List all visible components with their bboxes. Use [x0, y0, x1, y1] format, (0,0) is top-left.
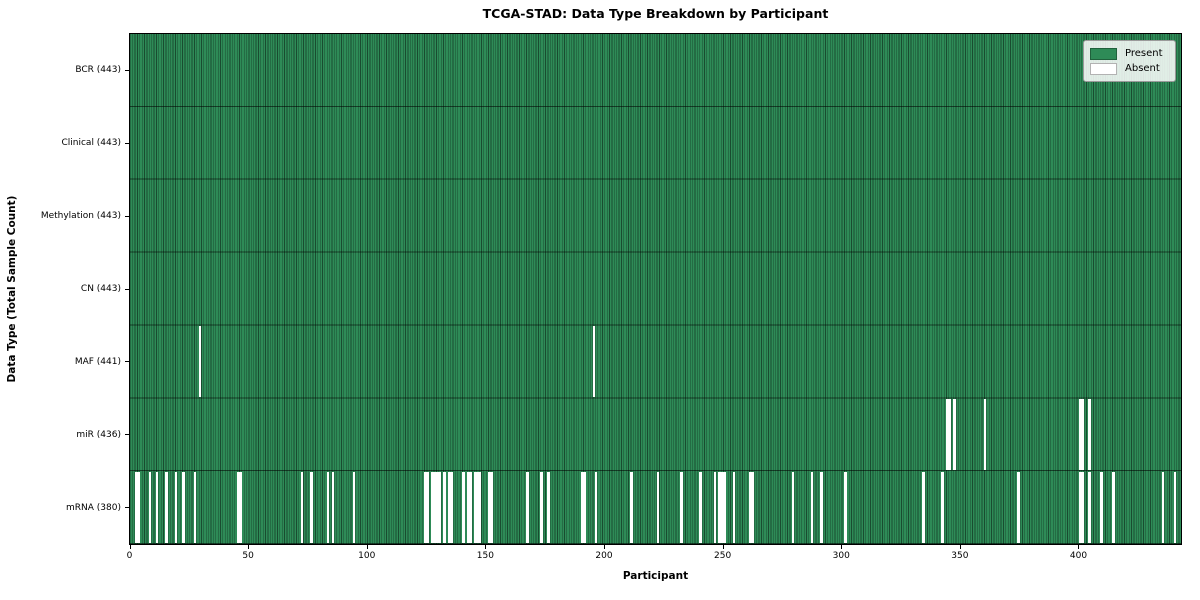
absent-stripe: [198, 326, 202, 398]
absent-stripe: [810, 471, 814, 544]
x-tick-label: 200: [595, 551, 613, 561]
absent-stripe: [948, 399, 951, 471]
y-tick-label: mRNA (380): [66, 502, 121, 513]
absent-stripe: [1088, 399, 1091, 471]
absent-stripe: [193, 471, 197, 544]
x-tick-mark: [366, 545, 368, 549]
x-tick-label: 300: [832, 551, 850, 561]
absent-stripe: [820, 471, 823, 544]
x-tick-label: 150: [476, 551, 494, 561]
absent-stripe: [443, 471, 446, 544]
absent-stripe: [462, 471, 465, 544]
absent-stripe: [1017, 471, 1020, 544]
absent-stripe: [592, 326, 596, 398]
absent-stripe: [450, 471, 453, 544]
row-boundary-lines: [130, 34, 1181, 544]
absent-stripe: [594, 471, 598, 544]
absent-stripe: [174, 471, 178, 544]
y-tick-label: MAF (441): [74, 356, 121, 367]
absent-stripe: [1081, 399, 1084, 471]
absent-stripe: [352, 471, 356, 544]
y-tick-mark: [125, 142, 129, 144]
absent-stripe: [1100, 471, 1103, 544]
x-tick-label: 400: [1069, 551, 1088, 561]
absent-stripe: [547, 471, 550, 544]
absent-stripe: [953, 399, 956, 471]
x-tick-mark: [485, 545, 487, 549]
absent-stripe: [155, 471, 159, 544]
absent-stripe: [326, 471, 330, 544]
absent-stripe: [1161, 471, 1165, 544]
absent-stripe: [630, 471, 633, 544]
x-tick-mark: [1078, 545, 1080, 549]
absent-stripe: [239, 471, 242, 544]
x-tick-mark: [841, 545, 843, 549]
absent-stripe: [922, 471, 925, 544]
absent-swatch-icon: [1090, 62, 1117, 75]
y-tick-label: miR (436): [76, 429, 121, 440]
x-tick-mark: [722, 545, 724, 549]
y-tick-label: CN (443): [80, 284, 121, 294]
y-tick-mark: [125, 69, 129, 71]
x-tick-label: 100: [358, 551, 376, 561]
absent-stripe: [941, 471, 944, 544]
x-tick-mark: [603, 545, 605, 549]
y-tick-mark: [125, 434, 129, 436]
y-tick-label: BCR (443): [75, 65, 121, 76]
absent-stripe: [751, 471, 754, 544]
x-tick-label: 50: [242, 551, 254, 561]
chart-title: TCGA-STAD: Data Type Breakdown by Partic…: [482, 6, 829, 21]
legend-label-present: Present: [1125, 48, 1163, 59]
x-tick-mark: [248, 545, 250, 549]
absent-stripe: [310, 471, 313, 544]
absent-stripe: [1173, 471, 1177, 544]
absent-stripe: [182, 471, 185, 544]
legend-item-present: Present: [1090, 46, 1168, 61]
absent-stripe: [148, 471, 152, 544]
plot-area: [129, 33, 1182, 545]
legend-item-absent: Absent: [1090, 61, 1168, 76]
absent-stripe: [540, 471, 543, 544]
absent-stripe: [791, 471, 795, 544]
absent-stripe: [723, 471, 726, 544]
absent-stripe: [300, 471, 304, 544]
absent-stripe: [137, 471, 140, 544]
absent-stripe: [526, 471, 529, 544]
absent-stripe: [583, 471, 586, 544]
present-swatch-icon: [1090, 47, 1117, 60]
x-tick-label: 250: [714, 551, 732, 561]
absent-stripe: [165, 471, 168, 544]
x-tick-label: 0: [126, 551, 133, 561]
absent-stripe: [469, 471, 472, 544]
y-tick-label: Methylation (443): [40, 211, 121, 222]
absent-stripe: [983, 399, 987, 471]
x-tick-mark: [129, 545, 131, 549]
absent-stripe: [656, 471, 660, 544]
absent-stripe: [680, 471, 683, 544]
y-tick-mark: [125, 361, 129, 363]
y-tick-mark: [125, 215, 129, 217]
absent-stripe: [438, 471, 441, 544]
absent-stripe: [490, 471, 493, 544]
absent-stripe: [426, 471, 429, 544]
x-axis-label: Participant: [622, 570, 689, 582]
absent-stripe: [478, 471, 482, 544]
x-tick-mark: [959, 545, 961, 549]
absent-stripe: [699, 471, 702, 544]
legend-label-absent: Absent: [1125, 63, 1160, 74]
absent-stripe: [1088, 471, 1091, 544]
absent-stripe: [732, 471, 735, 544]
x-tick-label: 350: [951, 551, 969, 561]
absent-stripe: [331, 471, 335, 544]
absent-stripe: [1112, 471, 1115, 544]
absent-stripe: [1081, 471, 1084, 544]
absent-stripe: [844, 471, 847, 544]
legend: Present Absent: [1083, 40, 1176, 82]
y-tick-mark: [125, 507, 129, 509]
y-tick-label: Clinical (443): [61, 138, 121, 149]
y-tick-mark: [125, 288, 129, 290]
absent-stripe: [713, 471, 717, 544]
